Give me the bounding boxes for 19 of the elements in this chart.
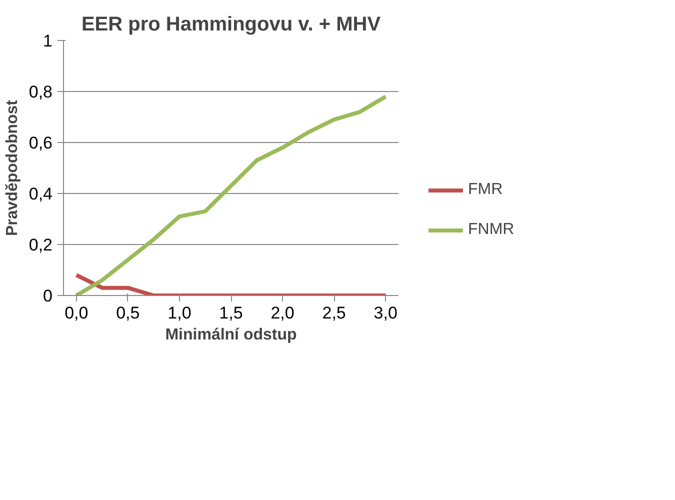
legend-label: FNMR bbox=[468, 221, 514, 239]
chart-title: EER pro Hammingovu v. + MHV bbox=[81, 14, 382, 36]
x-tick-label: 1,5 bbox=[219, 304, 243, 322]
y-tick-label: 0,4 bbox=[28, 184, 53, 204]
legend-label: FMR bbox=[468, 181, 503, 199]
y-tick-label: 0,6 bbox=[28, 134, 53, 152]
x-tick-label: 3,0 bbox=[374, 304, 398, 322]
y-tick-label: 1 bbox=[43, 32, 53, 50]
x-tick-label: 0,0 bbox=[64, 304, 88, 322]
x-tick-label: 0,5 bbox=[116, 304, 140, 322]
y-tick-label: 0,2 bbox=[28, 236, 53, 254]
y-tick-label: 0,8 bbox=[28, 82, 53, 102]
x-tick-label: 2,0 bbox=[270, 304, 294, 322]
x-tick-label: 2,5 bbox=[322, 304, 346, 322]
x-tick-label: 1,0 bbox=[168, 304, 192, 322]
y-axis-title: Pravděpodobnost bbox=[4, 99, 21, 236]
line-series bbox=[74, 94, 388, 296]
y-tick-label: 0 bbox=[43, 286, 53, 306]
x-axis-title: Minimální odstup bbox=[165, 326, 297, 344]
